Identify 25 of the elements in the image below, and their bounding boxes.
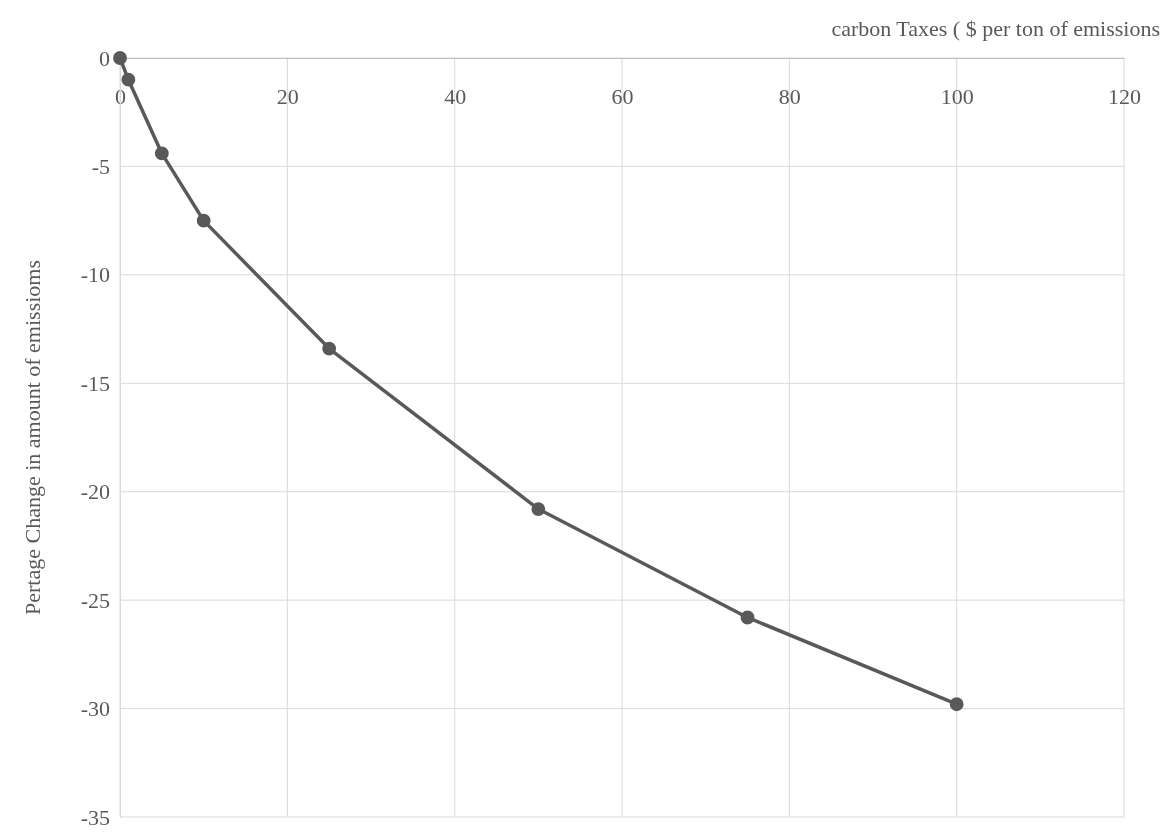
point xyxy=(949,697,964,712)
point xyxy=(196,213,211,228)
y-tick-label: 0 xyxy=(99,45,110,71)
x-tick-label: 80 xyxy=(778,83,801,109)
point xyxy=(740,610,755,625)
x-tick-label: 60 xyxy=(611,83,634,109)
x-tick-label: 0 xyxy=(115,83,126,109)
point xyxy=(113,51,127,65)
y-tick-label: -35 xyxy=(80,804,110,830)
point xyxy=(322,341,337,356)
point xyxy=(531,502,546,516)
point xyxy=(154,146,169,161)
y-tick-label: -15 xyxy=(80,370,110,396)
y-tick-label: -5 xyxy=(91,153,110,179)
x-tick-label: 120 xyxy=(1108,83,1141,109)
y-tick-label: -10 xyxy=(80,262,110,288)
x-tick-label: 20 xyxy=(276,83,299,109)
y-tick-label: -25 xyxy=(80,587,110,613)
point xyxy=(121,72,136,87)
y-tick-label: -30 xyxy=(80,696,110,722)
x-tick-label: 40 xyxy=(444,83,467,109)
y-tick-label: -20 xyxy=(80,479,110,505)
x-tick-label: 100 xyxy=(940,83,974,109)
y-axis-title: Pertage Change in amount of emissioms xyxy=(20,260,45,615)
x-axis-title: carbon Taxes ( $ per ton of emissions xyxy=(831,16,1160,41)
